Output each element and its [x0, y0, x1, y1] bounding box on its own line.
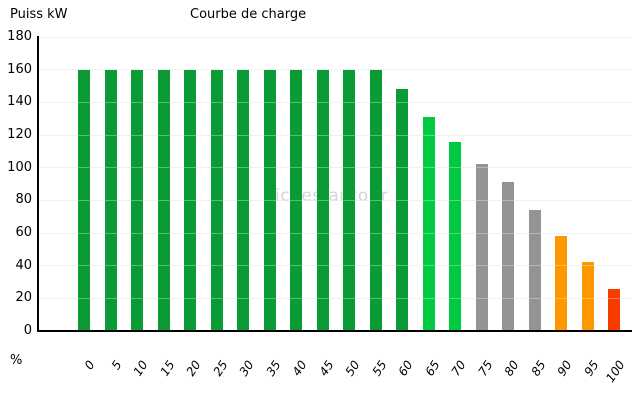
- x-tick-label-50: 50: [342, 358, 363, 379]
- x-tick-label-95: 95: [580, 358, 602, 379]
- bar-85pct: [528, 210, 541, 331]
- y-tick-label-40: 40: [15, 257, 32, 273]
- y-tick-label-160: 160: [7, 61, 32, 77]
- y-tick-label-0: 0: [23, 323, 32, 338]
- x-tick-label-0: 0: [81, 358, 98, 373]
- bar-45pct: [316, 69, 329, 331]
- bar-20pct: [184, 69, 196, 331]
- bar-10pct: [131, 69, 143, 331]
- bar-65pct: [422, 117, 435, 331]
- x-tick-label-55: 55: [368, 358, 390, 379]
- bar-50pct: [343, 69, 355, 331]
- gridline-overlay-60: [39, 232, 632, 234]
- x-tick-label-65: 65: [421, 358, 443, 379]
- gridline-overlay-180: [39, 36, 632, 38]
- x-tick-label-90: 90: [554, 358, 575, 379]
- gridline-180: [39, 36, 632, 38]
- gridline-140: [39, 101, 632, 103]
- bar-100pct: [608, 288, 620, 331]
- bar-90pct: [555, 236, 567, 331]
- bar-0pct: [78, 69, 90, 331]
- bar-5pct: [104, 69, 117, 331]
- x-tick-label-80: 80: [501, 358, 522, 379]
- bar-15pct: [157, 69, 170, 331]
- gridline-overlay-140: [39, 101, 632, 103]
- y-tick-label-20: 20: [15, 290, 32, 306]
- bar-40pct: [290, 69, 302, 331]
- gridline-160: [39, 69, 632, 71]
- x-tick-label-60: 60: [395, 358, 416, 379]
- bar-35pct: [263, 69, 276, 331]
- x-tick-label-40: 40: [289, 358, 310, 379]
- y-axis-title: Puiss kW: [10, 7, 68, 22]
- x-axis-line: [38, 330, 632, 332]
- y-tick-label-180: 180: [7, 29, 32, 44]
- gridline-overlay-100: [39, 167, 632, 169]
- gridline-40: [39, 265, 632, 267]
- bar-95pct: [581, 262, 594, 331]
- gridline-overlay-120: [39, 134, 632, 136]
- x-tick-label-30: 30: [236, 358, 257, 379]
- gridline-overlay-20: [39, 297, 632, 299]
- y-tick-label-60: 60: [15, 225, 32, 240]
- y-tick-label-140: 140: [7, 94, 32, 110]
- y-axis-line: [37, 36, 39, 332]
- bar-25pct: [210, 69, 223, 331]
- x-axis-title: %: [10, 353, 23, 368]
- y-tick-label-80: 80: [15, 192, 32, 208]
- x-tick-label-75: 75: [474, 358, 496, 379]
- x-tick-label-15: 15: [156, 358, 178, 379]
- chart-title: Courbe de charge: [190, 7, 307, 22]
- gridline-overlay-160: [39, 69, 632, 71]
- gridline-overlay-40: [39, 265, 632, 267]
- gridline-20: [39, 297, 632, 299]
- x-tick-label-35: 35: [262, 358, 284, 379]
- gridline-120: [39, 134, 632, 136]
- bar-30pct: [237, 69, 249, 331]
- x-tick-label-10: 10: [130, 358, 151, 379]
- x-tick-label-100: 100: [603, 358, 628, 385]
- bar-75pct: [475, 164, 488, 331]
- x-tick-label-25: 25: [209, 358, 231, 379]
- x-tick-label-20: 20: [183, 358, 204, 379]
- gridline-100: [39, 167, 632, 169]
- x-tick-label-5: 5: [108, 358, 125, 373]
- bar-80pct: [502, 182, 514, 331]
- bar-60pct: [396, 89, 408, 331]
- bar-55pct: [369, 69, 382, 331]
- bar-70pct: [449, 141, 461, 331]
- x-tick-label-45: 45: [315, 358, 337, 379]
- x-tick-label-70: 70: [448, 358, 469, 379]
- gridline-60: [39, 232, 632, 234]
- gridline-80: [39, 199, 632, 201]
- gridline-overlay-80: [39, 199, 632, 201]
- y-tick-label-100: 100: [7, 159, 32, 175]
- x-tick-label-85: 85: [527, 358, 549, 379]
- y-tick-label-120: 120: [7, 127, 32, 142]
